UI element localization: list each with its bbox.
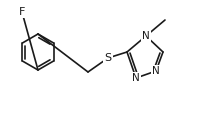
Text: N: N — [132, 73, 140, 83]
Text: F: F — [19, 7, 25, 17]
Text: N: N — [152, 66, 160, 76]
Text: N: N — [142, 31, 150, 41]
Text: S: S — [104, 53, 112, 63]
